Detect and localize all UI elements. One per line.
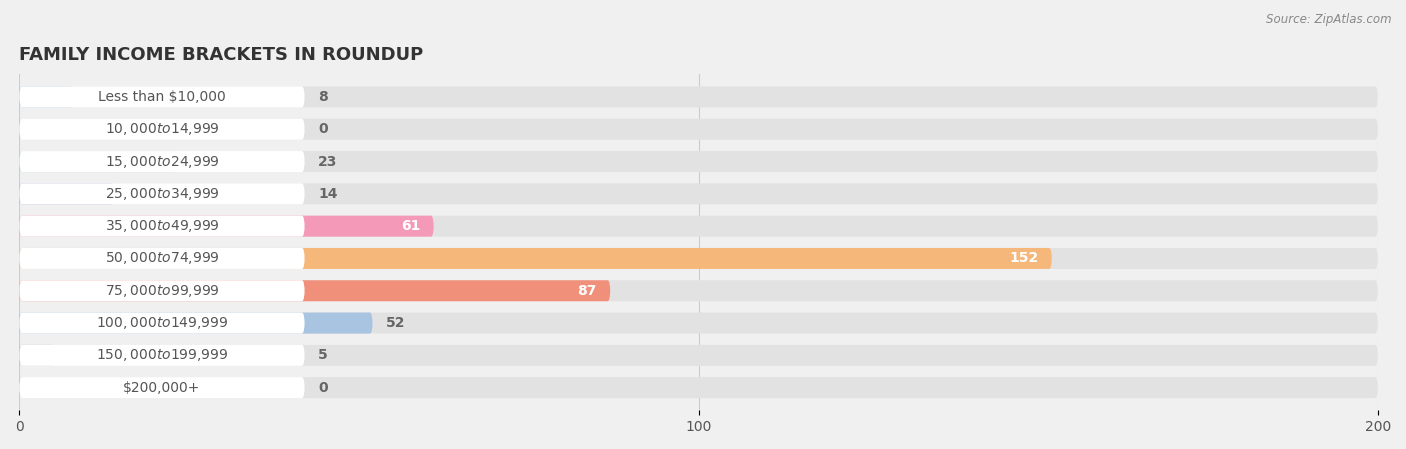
Text: $100,000 to $149,999: $100,000 to $149,999 (96, 315, 228, 331)
FancyBboxPatch shape (20, 151, 1378, 172)
FancyBboxPatch shape (20, 345, 305, 366)
Text: 0: 0 (318, 122, 328, 136)
FancyBboxPatch shape (20, 216, 1378, 237)
Text: FAMILY INCOME BRACKETS IN ROUNDUP: FAMILY INCOME BRACKETS IN ROUNDUP (20, 46, 423, 64)
FancyBboxPatch shape (20, 216, 305, 237)
Text: $10,000 to $14,999: $10,000 to $14,999 (104, 121, 219, 137)
Text: 0: 0 (318, 381, 328, 395)
FancyBboxPatch shape (20, 183, 305, 204)
FancyBboxPatch shape (20, 183, 114, 204)
Text: $15,000 to $24,999: $15,000 to $24,999 (104, 154, 219, 170)
FancyBboxPatch shape (20, 151, 176, 172)
Text: $35,000 to $49,999: $35,000 to $49,999 (104, 218, 219, 234)
FancyBboxPatch shape (20, 313, 373, 334)
FancyBboxPatch shape (20, 280, 305, 301)
FancyBboxPatch shape (20, 119, 1378, 140)
FancyBboxPatch shape (20, 377, 1378, 398)
FancyBboxPatch shape (20, 248, 1052, 269)
FancyBboxPatch shape (20, 280, 1378, 301)
FancyBboxPatch shape (20, 248, 1378, 269)
FancyBboxPatch shape (20, 87, 1378, 107)
FancyBboxPatch shape (20, 345, 1378, 366)
FancyBboxPatch shape (20, 248, 305, 269)
FancyBboxPatch shape (20, 345, 53, 366)
Text: 52: 52 (387, 316, 406, 330)
FancyBboxPatch shape (20, 119, 305, 140)
FancyBboxPatch shape (20, 216, 433, 237)
Text: 14: 14 (318, 187, 337, 201)
Text: 8: 8 (318, 90, 328, 104)
Text: $75,000 to $99,999: $75,000 to $99,999 (104, 283, 219, 299)
FancyBboxPatch shape (20, 87, 305, 107)
FancyBboxPatch shape (20, 151, 305, 172)
Text: Less than $10,000: Less than $10,000 (98, 90, 226, 104)
Text: 23: 23 (318, 154, 337, 168)
Text: $25,000 to $34,999: $25,000 to $34,999 (104, 186, 219, 202)
FancyBboxPatch shape (20, 183, 1378, 204)
FancyBboxPatch shape (20, 87, 73, 107)
Text: $150,000 to $199,999: $150,000 to $199,999 (96, 348, 228, 363)
Text: $200,000+: $200,000+ (124, 381, 201, 395)
Text: 5: 5 (318, 348, 328, 362)
Text: $50,000 to $74,999: $50,000 to $74,999 (104, 251, 219, 266)
Text: 152: 152 (1010, 251, 1038, 265)
FancyBboxPatch shape (20, 377, 305, 398)
Text: Source: ZipAtlas.com: Source: ZipAtlas.com (1267, 13, 1392, 26)
FancyBboxPatch shape (20, 280, 610, 301)
FancyBboxPatch shape (20, 313, 305, 334)
Text: 61: 61 (401, 219, 420, 233)
Text: 87: 87 (578, 284, 596, 298)
FancyBboxPatch shape (20, 313, 1378, 334)
